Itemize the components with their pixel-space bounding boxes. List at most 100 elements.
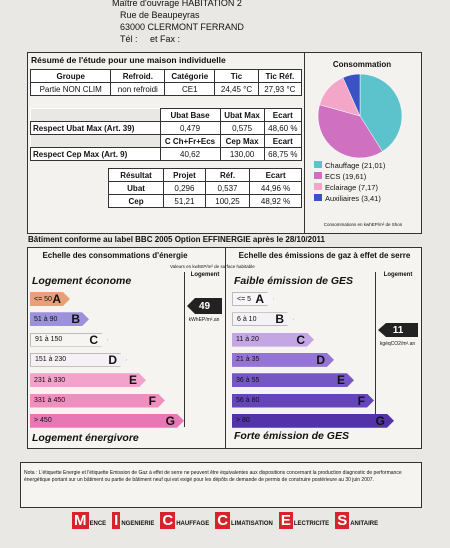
- energy-unit: kWhEP/m².an: [188, 317, 220, 323]
- class-bar: > 450 G: [30, 414, 184, 428]
- class-bar: 91 à 150 C: [30, 333, 108, 347]
- energy-value: 49: [187, 298, 222, 314]
- banner: Bâtiment conforme au label BBC 2005 Opti…: [28, 235, 325, 244]
- legend-swatch: [314, 161, 322, 168]
- class-range: 331 à 450: [34, 397, 66, 404]
- logo-word: CLIMATISATION: [217, 512, 273, 529]
- ges-value: 11: [378, 323, 418, 337]
- class-letter: D: [316, 352, 325, 367]
- energy-bottom: Logement énergivore: [32, 432, 139, 444]
- class-range: 21 à 35: [236, 356, 260, 364]
- class-letter: F: [148, 393, 156, 408]
- legend-label: Chauffage (21,01): [325, 161, 386, 170]
- ges-column: Logement: [375, 272, 420, 427]
- logo-word: ELECTRICITE: [280, 512, 330, 529]
- legend-label: Eclairage (7,17): [325, 183, 378, 192]
- legend-label: ECS (19,61): [325, 172, 367, 181]
- class-letter: A: [52, 292, 61, 306]
- cell: Partie NON CLIM: [29, 82, 112, 96]
- legend-label: Auxiliaires (3,41): [325, 194, 381, 203]
- cell: 48,60 %: [263, 121, 303, 135]
- class-range: 56 à 80: [236, 397, 260, 404]
- energy-column: Logement: [184, 272, 225, 427]
- pie-chart: [317, 73, 403, 159]
- header: Maître d'ouvrage HABITATION 2 Rue de Bea…: [112, 0, 244, 45]
- energy-units: Valeurs en kwhEP/m² de surface habitable: [170, 264, 255, 269]
- row-label: Respect Ubat Max (Art. 39): [30, 121, 161, 135]
- legend-swatch: [314, 194, 322, 201]
- table-2: Ubat Base Ubat Max Ecart Respect Ubat Max …: [30, 108, 303, 161]
- class-range: 6 à 10: [237, 315, 257, 323]
- logo: MENCE INGENIERIE CHAUFFAGE CLIMATISATION ELE…: [72, 512, 384, 530]
- class-bar: 21 à 35 D: [232, 353, 334, 367]
- class-bar: 151 à 230 D: [30, 353, 127, 367]
- cell: 40,62: [159, 147, 221, 161]
- cell: 27,93 °C: [257, 82, 303, 96]
- cell: 68,75 %: [263, 147, 303, 161]
- owner: Maître d'ouvrage HABITATION 2: [112, 0, 242, 8]
- note-box: [20, 462, 422, 508]
- legend-entry: ECS (19,61): [314, 171, 385, 182]
- class-range: 11 à 20: [236, 336, 259, 344]
- class-bar: 56 à 80 F: [232, 394, 374, 408]
- header-cell: Ubat Max: [219, 108, 265, 122]
- class-range: 231 à 330: [34, 376, 66, 384]
- class-range: 36 à 55: [236, 376, 260, 384]
- class-letter: A: [255, 292, 264, 306]
- legend-entry: Chauffage (21,01): [314, 160, 385, 171]
- summary-title: Résumé de l'étude pour une maison indivi…: [31, 55, 226, 65]
- consumption-title: Consommation: [332, 60, 392, 69]
- class-range: 151 à 230: [35, 356, 67, 364]
- header-cell: Tic Réf.: [257, 69, 303, 83]
- class-bar: 231 à 330 E: [30, 373, 146, 387]
- phone: Tél : et Fax :: [120, 34, 181, 44]
- logo-word: MENCE: [74, 512, 107, 529]
- legend: Chauffage (21,01) ECS (19,61) Eclairage (7…: [314, 160, 385, 204]
- cell: 130,00: [219, 147, 265, 161]
- class-letter: B: [71, 312, 80, 327]
- header-cell: Ecart: [249, 168, 302, 182]
- class-range: <= 50: [34, 295, 52, 303]
- row-label: Ubat: [107, 181, 165, 195]
- table-1: Groupe Refroid. Catégorie Tic Tic Réf. Parti…: [29, 69, 303, 96]
- ges-title: Echelle des émissions de gaz à effet de …: [238, 251, 411, 260]
- class-range: 91 à 150: [35, 336, 63, 344]
- header-cell: Groupe: [29, 69, 112, 83]
- class-range: > 450: [34, 417, 52, 425]
- class-range: 51 à 90: [34, 315, 58, 323]
- pie-slice: [342, 73, 361, 117]
- cell: non refroidi: [110, 82, 166, 96]
- cell: 48,92 %: [249, 194, 302, 208]
- ges-unit: kgéqCO2/m².an: [379, 341, 416, 347]
- header-cell: Ubat Base: [159, 108, 221, 122]
- class-letter: G: [165, 413, 175, 428]
- row-label: Respect Cep Max (Art. 9): [30, 147, 161, 161]
- class-range: <= 5: [237, 295, 252, 303]
- class-letter: C: [296, 332, 305, 347]
- divider: [225, 247, 226, 448]
- ges-bottom: Forte émission de GES: [234, 430, 349, 442]
- legend-entry: Auxiliaires (3,41): [314, 193, 385, 204]
- pie-slice: [359, 73, 403, 152]
- blank: [30, 108, 160, 122]
- consumption-note: Consommations en kwhEP/m² de Shon: [323, 222, 403, 227]
- blank: [30, 134, 160, 148]
- cell: 0,575: [219, 121, 265, 135]
- header-cell: C Ch+Fr+Ecs: [159, 134, 221, 148]
- cell: 44,96 %: [249, 181, 302, 195]
- note: Nota : L'étiquette Energie et l'étiquett…: [24, 470, 402, 483]
- header-cell: Refroid.: [110, 69, 166, 83]
- ges-top: Faible émission de GES: [234, 275, 354, 287]
- header-cell: Ecart: [263, 108, 303, 122]
- class-letter: G: [375, 413, 385, 428]
- class-letter: D: [108, 352, 117, 367]
- energy-title: Echelle des consommations d'énergie: [42, 251, 188, 260]
- energy-top: Logement économe: [32, 275, 132, 287]
- class-bar: 331 à 450 F: [30, 394, 165, 408]
- header-cell: Projet: [163, 168, 206, 182]
- header-cell: Réf.: [204, 168, 251, 182]
- cell: 24,45 °C: [214, 82, 259, 96]
- class-bar: 36 à 55 E: [232, 373, 354, 387]
